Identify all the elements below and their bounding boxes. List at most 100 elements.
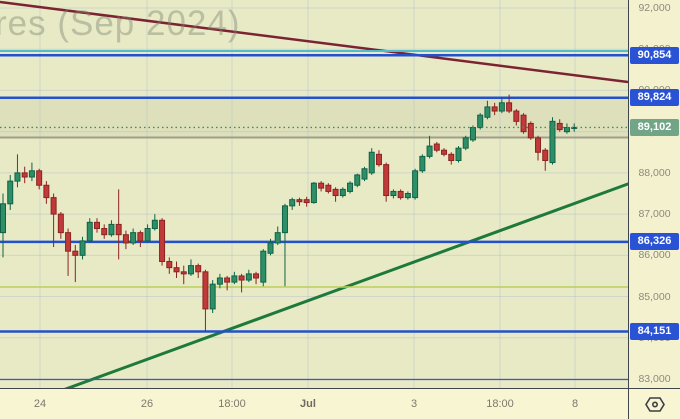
candle[interactable]	[441, 148, 448, 157]
candle[interactable]	[137, 230, 144, 248]
candle[interactable]	[180, 265, 187, 285]
candle[interactable]	[397, 189, 404, 200]
candle[interactable]	[65, 228, 72, 276]
candle[interactable]	[195, 263, 202, 278]
candle[interactable]	[448, 152, 455, 165]
price-level-label: 84,151	[630, 323, 679, 341]
candle[interactable]	[7, 174, 14, 210]
candle[interactable]	[21, 166, 28, 184]
price-level-label: 89,824	[630, 89, 679, 107]
candle[interactable]	[0, 193, 6, 258]
candle[interactable]	[253, 271, 260, 285]
candle[interactable]	[347, 181, 354, 194]
candle[interactable]	[419, 154, 426, 173]
candle[interactable]	[166, 257, 173, 274]
candle[interactable]	[513, 108, 520, 126]
candle[interactable]	[310, 181, 317, 204]
price-level-label: 90,854	[630, 46, 679, 64]
candle[interactable]	[151, 214, 158, 231]
descending-resistance-trendline[interactable]	[0, 0, 628, 84]
time-tick-label: 18:00	[486, 398, 514, 410]
candle[interactable]	[477, 113, 484, 130]
candle[interactable]	[144, 224, 151, 243]
candle[interactable]	[281, 203, 288, 287]
time-tick-label: 24	[33, 398, 47, 410]
candle[interactable]	[14, 154, 21, 188]
candlestick-canvas[interactable]	[0, 0, 628, 388]
candle[interactable]	[260, 249, 267, 287]
time-axis[interactable]: 24 26 18:00 Jul 3 18:00 8	[0, 388, 680, 419]
candle[interactable]	[412, 168, 419, 200]
candle[interactable]	[426, 135, 433, 159]
candle[interactable]	[339, 187, 346, 198]
candle[interactable]	[187, 259, 194, 276]
candle[interactable]	[101, 224, 108, 239]
time-tick-label: 8	[571, 398, 579, 410]
time-tick-label: 3	[410, 398, 418, 410]
candle[interactable]	[43, 181, 50, 204]
candle[interactable]	[108, 220, 115, 237]
candle[interactable]	[303, 196, 310, 207]
candle[interactable]	[390, 189, 397, 199]
price-axis[interactable]: 92,00091,00090,00089,00088,00087,00086,0…	[628, 0, 680, 388]
candle[interactable]	[289, 197, 296, 210]
candle[interactable]	[231, 271, 238, 285]
ascending-support-trendline[interactable]	[0, 165, 628, 388]
price-level-label: 86,326	[630, 233, 679, 251]
candle[interactable]	[93, 218, 100, 233]
candle[interactable]	[375, 150, 382, 167]
candle[interactable]	[79, 236, 86, 260]
time-tick-label: 26	[140, 398, 154, 410]
candle[interactable]	[332, 187, 339, 202]
candle[interactable]	[130, 228, 137, 246]
candle[interactable]	[318, 181, 325, 192]
current-price-label: 89,102	[630, 118, 679, 136]
candle[interactable]	[296, 197, 303, 206]
candle[interactable]	[455, 146, 462, 163]
candle[interactable]	[238, 273, 245, 293]
candle[interactable]	[563, 123, 570, 134]
candle[interactable]	[542, 148, 549, 171]
candle[interactable]	[433, 141, 440, 153]
candle[interactable]	[57, 212, 64, 239]
candle[interactable]	[122, 230, 129, 250]
candle[interactable]	[115, 189, 122, 260]
candle[interactable]	[173, 261, 180, 278]
candle[interactable]	[159, 218, 166, 266]
candle[interactable]	[484, 100, 491, 120]
candle[interactable]	[50, 193, 57, 248]
candle[interactable]	[383, 162, 390, 202]
session-settings-icon[interactable]	[644, 396, 666, 413]
candle[interactable]	[549, 117, 556, 165]
candle[interactable]	[209, 280, 216, 314]
candle[interactable]	[28, 162, 35, 182]
candle[interactable]	[325, 183, 332, 194]
price-tick-label: 85,000	[638, 290, 671, 303]
candle[interactable]	[245, 269, 252, 283]
candle[interactable]	[506, 94, 513, 114]
candle[interactable]	[274, 226, 281, 246]
candle[interactable]	[556, 119, 563, 132]
candle[interactable]	[462, 135, 469, 151]
candle[interactable]	[520, 113, 527, 134]
candle[interactable]	[216, 273, 223, 289]
candle[interactable]	[354, 173, 361, 188]
candle[interactable]	[36, 168, 43, 190]
axis-settings-corner[interactable]	[628, 388, 680, 419]
candle[interactable]	[498, 96, 505, 114]
chart-plot-area[interactable]: res (Sep 2024)	[0, 0, 628, 388]
price-tick-label: 87,000	[638, 208, 671, 221]
candle[interactable]	[527, 121, 534, 140]
candle[interactable]	[72, 245, 79, 283]
price-tick-label: 83,000	[638, 372, 671, 385]
candle[interactable]	[86, 218, 93, 243]
candle[interactable]	[224, 275, 231, 291]
candle[interactable]	[267, 238, 274, 256]
price-tick-label: 88,000	[638, 166, 671, 179]
candle[interactable]	[361, 166, 368, 182]
candle[interactable]	[202, 269, 209, 332]
candle[interactable]	[368, 148, 375, 175]
candle[interactable]	[404, 191, 411, 200]
candle[interactable]	[535, 135, 542, 161]
candle[interactable]	[491, 102, 498, 116]
